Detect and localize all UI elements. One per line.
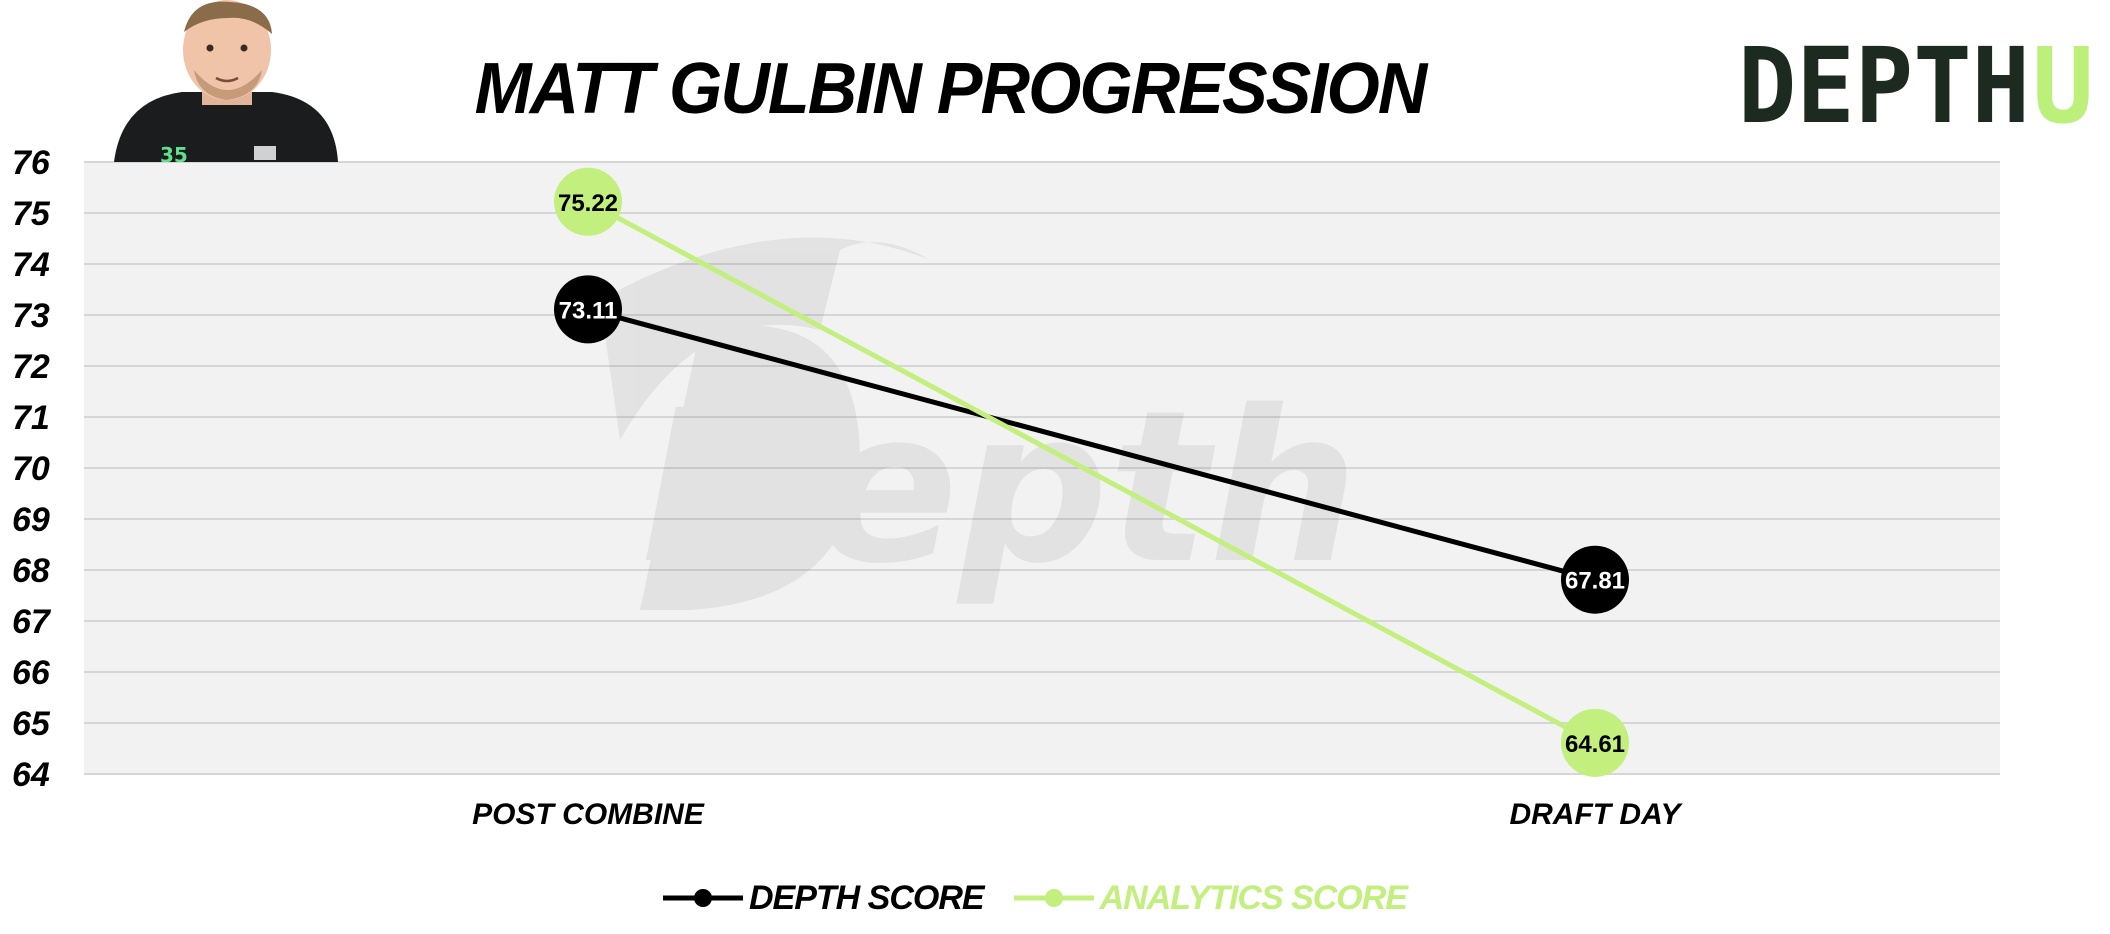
logo-accent-letter: U bbox=[2032, 40, 2094, 136]
y-tick-label: 73 bbox=[12, 297, 50, 335]
y-tick-label: 67 bbox=[12, 603, 52, 641]
legend-label-depth-score: DEPTH SCORE bbox=[749, 878, 985, 917]
series-lines bbox=[586, 199, 1597, 746]
data-label: 67.81 bbox=[1565, 568, 1625, 595]
data-label: 75.22 bbox=[558, 190, 618, 217]
y-axis-ticks: 64 65 66 67 68 69 70 71 72 73 74 75 76 bbox=[12, 144, 52, 794]
data-point bbox=[1561, 708, 1629, 777]
logo-text: DEPTH bbox=[1738, 40, 2030, 136]
y-tick-label: 65 bbox=[12, 705, 51, 743]
depthu-logo-graphic: DEPTH U bbox=[1738, 25, 2094, 147]
data-label: 73.11 bbox=[559, 297, 618, 324]
y-tick-label: 74 bbox=[12, 246, 50, 284]
depthu-logo: DEPTH U bbox=[1738, 25, 2098, 147]
data-point bbox=[554, 275, 622, 344]
player-headshot-image: 35 bbox=[114, 0, 338, 162]
legend-item-depth-score: DEPTH SCORE bbox=[663, 878, 985, 918]
legend-label-analytics-score: ANALYTICS SCORE bbox=[1099, 878, 1408, 917]
legend-line-marker-icon bbox=[1013, 889, 1094, 907]
y-tick-label: 75 bbox=[12, 195, 51, 233]
depth-watermark: Depth bbox=[600, 237, 1359, 610]
y-tick-label: 69 bbox=[12, 501, 50, 539]
y-tick-label: 66 bbox=[12, 654, 51, 692]
series-line bbox=[587, 306, 1596, 583]
y-tick-label: 70 bbox=[12, 450, 50, 488]
x-tick-label: DRAFT DAY bbox=[1509, 798, 1683, 831]
data-point bbox=[554, 167, 622, 236]
data-point bbox=[1561, 545, 1629, 614]
y-tick-label: 64 bbox=[12, 756, 50, 794]
chart-title: MATT GULBIN PROGRESSION bbox=[474, 49, 1428, 129]
legend-line-marker-icon bbox=[663, 889, 743, 907]
x-axis-ticks: POST COMBINE DRAFT DAY bbox=[472, 798, 1683, 831]
y-tick-label: 76 bbox=[12, 144, 51, 182]
svg-text:35: 35 bbox=[160, 143, 188, 162]
series-line bbox=[586, 199, 1597, 746]
player-photo: 35 bbox=[112, 0, 342, 162]
y-tick-label: 72 bbox=[12, 348, 50, 386]
series-points: 73.11 67.81 75.22 64.61 bbox=[554, 167, 1629, 777]
legend-item-analytics-score: ANALYTICS SCORE bbox=[1013, 878, 1408, 918]
y-tick-label: 71 bbox=[12, 399, 50, 437]
watermark-text: Depth bbox=[642, 365, 1359, 610]
legend: DEPTH SCORE ANALYTICS SCORE bbox=[0, 878, 2090, 918]
y-tick-label: 68 bbox=[12, 552, 50, 590]
data-label: 64.61 bbox=[1565, 731, 1625, 758]
grid-lines bbox=[84, 161, 2000, 775]
x-tick-label: POST COMBINE bbox=[472, 798, 705, 831]
